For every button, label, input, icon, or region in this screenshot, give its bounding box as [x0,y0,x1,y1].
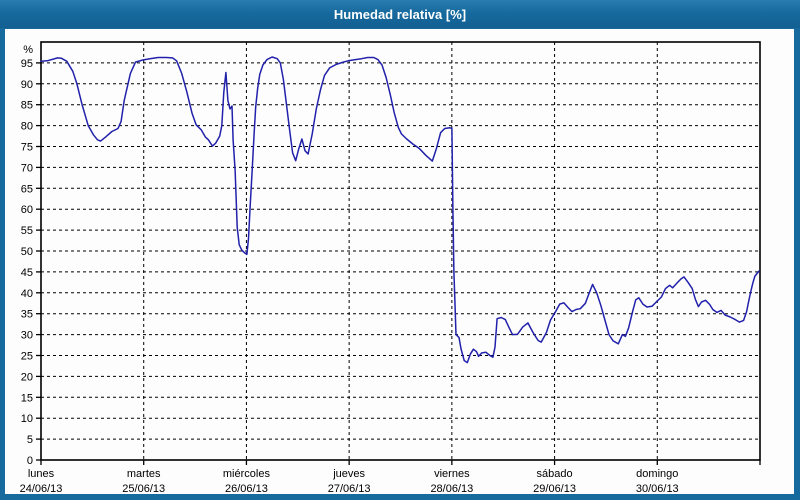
plot-frame [40,41,761,461]
x-day-label: jueves [332,468,365,480]
y-tick-label: 75 [21,142,33,154]
axis-ticks [36,62,761,465]
chart-panel: 0 5 10 15 20 25 30 35 40 45 50 55 60 65 70 75 80 85 90 95% l… [5,29,794,495]
y-tick-label: 30 [21,330,33,342]
x-date-label: 28/06/13 [430,483,473,494]
y-tick-label: 95 [21,58,33,70]
x-day-label: lunes [28,468,55,480]
x-axis-labels: lunes 24/06/13 martes 25/06/13 miércoles 26/0… [20,468,679,495]
x-date-label: 24/06/13 [20,483,63,494]
y-tick-label: 70 [21,162,33,174]
y-tick-label: 45 [21,267,33,279]
window-titlebar: Humedad relativa [%] [0,0,800,28]
x-day-label: miércoles [223,468,271,480]
y-axis-labels: 0 5 10 15 20 25 30 35 40 45 50 55 60 65 70 75 80 85 90 95% [21,44,33,467]
y-tick-label: 90 [21,79,33,91]
y-tick-label: 50 [21,246,33,258]
x-day-label: sábado [537,468,573,480]
x-date-label: 25/06/13 [122,483,165,494]
humidity-series-line [40,56,760,364]
gridlines [41,42,760,460]
y-tick-label: 80 [21,121,33,133]
y-axis-unit-label: % [23,44,33,56]
x-date-label: 27/06/13 [328,483,371,494]
y-tick-label: 10 [21,413,33,425]
x-date-label: 29/06/13 [533,483,576,494]
y-tick-label: 5 [27,434,33,446]
x-day-label: martes [127,468,161,480]
y-tick-label: 60 [21,204,33,216]
x-date-label: 26/06/13 [225,483,268,494]
y-tick-label: 65 [21,183,33,195]
y-tick-label: 15 [21,392,33,404]
y-tick-label: 0 [27,455,33,467]
humidity-line-chart: 0 5 10 15 20 25 30 35 40 45 50 55 60 65 70 75 80 85 90 95% l… [20,41,761,495]
x-day-label: domingo [636,468,678,480]
x-date-label: 30/06/13 [636,483,679,494]
y-tick-label: 20 [21,371,33,383]
y-tick-label: 55 [21,225,33,237]
y-tick-label: 35 [21,309,33,321]
y-tick-label: 85 [21,100,33,112]
x-day-label: viernes [434,468,470,480]
y-tick-label: 40 [21,288,33,300]
y-tick-label: 25 [21,351,33,363]
window-title: Humedad relativa [%] [333,6,467,22]
